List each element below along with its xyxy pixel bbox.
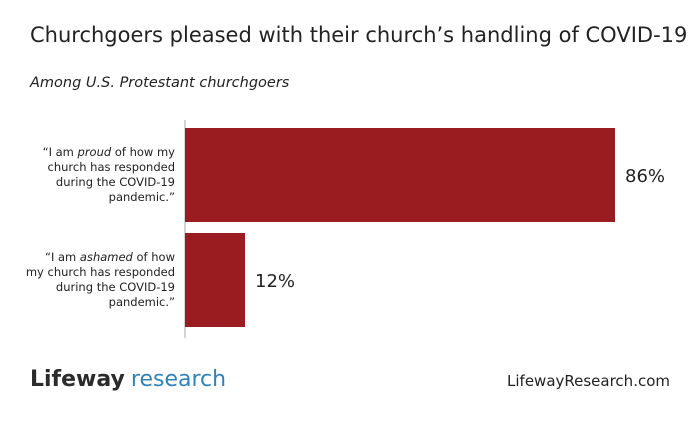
- category-label: “I am ashamed of how my church has respo…: [25, 250, 175, 309]
- logo-word: Lifeway: [30, 367, 125, 392]
- bar: [185, 128, 615, 222]
- logo-word-2: research: [131, 367, 226, 392]
- footer-url: LifewayResearch.com: [507, 372, 670, 390]
- chart-title: Churchgoers pleased with their church’s …: [30, 23, 687, 47]
- category-label: “I am proud of how my church has respond…: [42, 145, 175, 204]
- value-label: 12%: [255, 271, 295, 292]
- value-label: 86%: [625, 166, 665, 187]
- logo: Lifeway research: [30, 367, 226, 392]
- chart-subtitle: Among U.S. Protestant churchgoers: [29, 75, 290, 91]
- bar: [185, 233, 245, 327]
